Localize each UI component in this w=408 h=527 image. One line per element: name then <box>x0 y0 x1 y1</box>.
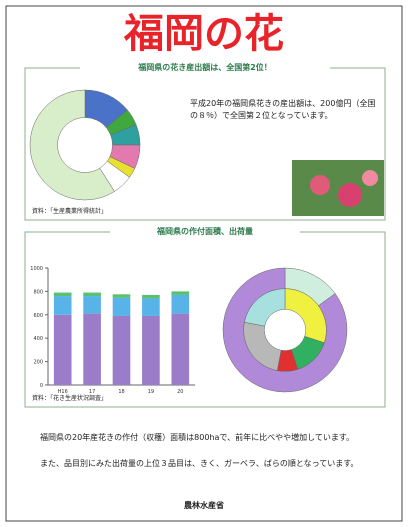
source: 資料：「生産農業所得統計」 <box>32 206 107 218</box>
bar-segment <box>142 298 160 316</box>
x-tick-label: 19 <box>148 389 154 395</box>
page: 02004006008001000H1617181920 福岡の花 福岡県の花き… <box>0 0 408 527</box>
bar-segment <box>171 295 189 314</box>
bar-segment <box>113 298 131 316</box>
bar-segment <box>142 316 160 385</box>
paragraph: 平成20年の福岡県花きの産出額は、200億円（全国の８％）で全国第２位となってい… <box>190 98 380 122</box>
photo-flower <box>338 183 362 207</box>
title: 福岡の花 <box>0 12 408 56</box>
y-tick-label: 200 <box>33 360 43 366</box>
paragraph: 福岡県の20年産花きの作付（収穫）面積は800haで、前年に比べやや増加していま… <box>40 432 370 444</box>
heading: 福岡県の作付面積、出荷量 <box>110 226 300 238</box>
bar-segment <box>54 293 72 297</box>
x-tick-label: 18 <box>118 389 124 395</box>
source: 資料：「花き生産状況調査」 <box>32 393 107 405</box>
graphics: 02004006008001000H1617181920 <box>0 0 408 527</box>
bar-segment <box>171 314 189 385</box>
bar-segment <box>83 314 101 385</box>
photo <box>292 160 384 216</box>
y-tick-label: 0 <box>40 383 43 389</box>
footer: 農林水産省 <box>0 500 408 512</box>
y-tick-label: 600 <box>33 313 43 319</box>
y-tick-label: 400 <box>33 336 43 342</box>
bar-segment <box>54 315 72 385</box>
x-tick-label: 20 <box>177 389 183 395</box>
bar-segment <box>83 296 101 314</box>
bar-segment <box>113 294 131 298</box>
y-tick-label: 800 <box>33 289 43 295</box>
photo-flower <box>310 175 330 195</box>
paragraph: また、品目別にみた出荷量の上位３品目は、きく、ガーベラ、ばらの順となっています。 <box>40 458 370 470</box>
heading: 福岡県の花き産出額は、全国第2位！ <box>80 62 330 74</box>
bar-segment <box>113 316 131 385</box>
bar-segment <box>171 291 189 295</box>
bar-segment <box>142 295 160 299</box>
bar-segment <box>83 293 101 297</box>
photo-flower <box>362 170 378 186</box>
y-tick-label: 1000 <box>30 266 43 272</box>
bar-segment <box>54 296 72 315</box>
